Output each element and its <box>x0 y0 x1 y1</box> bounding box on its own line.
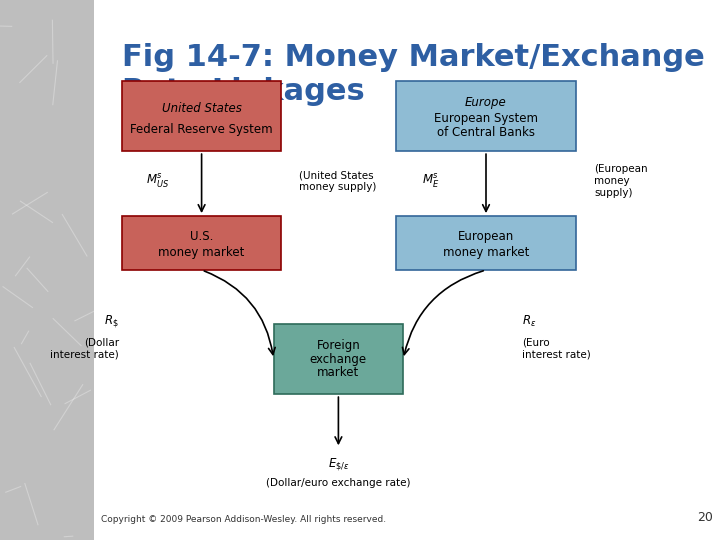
Text: (Dollar/euro exchange rate): (Dollar/euro exchange rate) <box>266 478 410 488</box>
FancyBboxPatch shape <box>122 216 281 270</box>
Text: of Central Banks: of Central Banks <box>437 126 535 139</box>
Text: $M^s_E$: $M^s_E$ <box>422 172 439 190</box>
Text: market: market <box>318 366 359 379</box>
Bar <box>0 0 94 540</box>
Text: $M^s_{US}$: $M^s_{US}$ <box>146 172 169 190</box>
FancyBboxPatch shape <box>396 216 576 270</box>
FancyBboxPatch shape <box>122 81 281 151</box>
Text: (Dollar
interest rate): (Dollar interest rate) <box>50 338 119 359</box>
Text: Copyright © 2009 Pearson Addison-Wesley. All rights reserved.: Copyright © 2009 Pearson Addison-Wesley.… <box>101 515 386 524</box>
Text: Federal Reserve System: Federal Reserve System <box>130 123 273 136</box>
Text: $R_{\epsilon}$: $R_{\epsilon}$ <box>522 314 536 329</box>
FancyBboxPatch shape <box>396 81 576 151</box>
Text: (European
money
supply): (European money supply) <box>594 164 647 198</box>
Text: Europe: Europe <box>465 96 507 109</box>
Text: 20: 20 <box>697 511 713 524</box>
Text: exchange: exchange <box>310 353 367 366</box>
Text: Foreign: Foreign <box>317 339 360 352</box>
Text: money market: money market <box>443 246 529 259</box>
FancyBboxPatch shape <box>274 324 403 394</box>
Text: Fig 14-7: Money Market/Exchange
Rate Linkages: Fig 14-7: Money Market/Exchange Rate Lin… <box>122 43 705 106</box>
Text: U.S.: U.S. <box>190 230 213 243</box>
Text: United States: United States <box>162 102 241 114</box>
Text: $R_{\$}$: $R_{\$}$ <box>104 313 119 329</box>
Text: (Euro
interest rate): (Euro interest rate) <box>522 338 590 359</box>
Text: money market: money market <box>158 246 245 259</box>
Text: $E_{\$/\epsilon}$: $E_{\$/\epsilon}$ <box>328 456 349 473</box>
Text: European: European <box>458 230 514 243</box>
Text: (United States
money supply): (United States money supply) <box>299 170 376 192</box>
Text: European System: European System <box>434 112 538 125</box>
